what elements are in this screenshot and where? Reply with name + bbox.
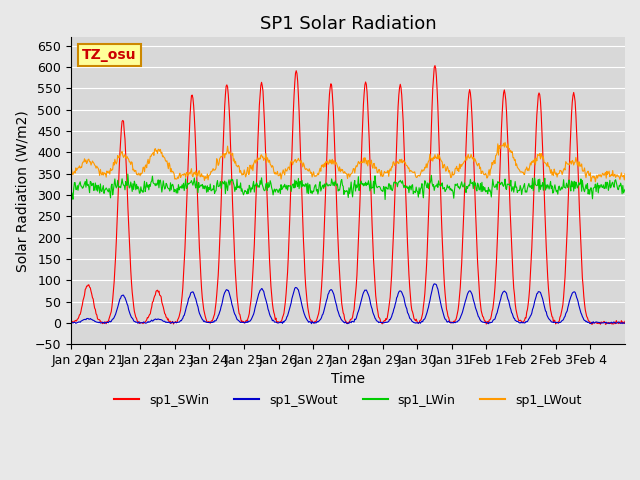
sp1_LWout (591, 179, 599, 185)
sp1_SWout (282, 316, 290, 322)
sp1_LWin (621, 187, 629, 192)
sp1_SWout (621, 321, 629, 326)
sp1_LWout (132, 168, 140, 173)
sp1_LWin (283, 182, 291, 188)
Line: sp1_SWout: sp1_SWout (71, 284, 625, 324)
sp1_LWin (381, 197, 389, 203)
sp1_SWin (437, 193, 445, 199)
sp1_LWin (67, 186, 75, 192)
sp1_LWin (262, 181, 269, 187)
sp1_LWout (261, 156, 269, 161)
sp1_LWout (405, 165, 413, 171)
sp1_SWin (132, 314, 140, 320)
sp1_SWin (67, 320, 75, 325)
sp1_LWout (67, 168, 75, 174)
Y-axis label: Solar Radiation (W/m2): Solar Radiation (W/m2) (15, 110, 29, 272)
sp1_LWout (436, 156, 444, 161)
sp1_LWout (234, 164, 241, 170)
sp1_SWout (132, 319, 140, 325)
sp1_SWout (67, 320, 75, 326)
sp1_LWout (621, 171, 629, 177)
Line: sp1_LWin: sp1_LWin (71, 174, 625, 200)
sp1_SWout (406, 315, 413, 321)
X-axis label: Time: Time (331, 372, 365, 386)
sp1_SWin (261, 137, 269, 143)
sp1_SWin (282, 290, 290, 296)
sp1_SWin (602, 322, 609, 327)
sp1_LWin (438, 182, 445, 188)
Line: sp1_SWin: sp1_SWin (71, 66, 625, 324)
sp1_LWin (406, 184, 414, 190)
sp1_SWout (261, 295, 269, 300)
sp1_LWout (501, 140, 509, 145)
sp1_SWin (621, 318, 629, 324)
sp1_SWin (431, 63, 439, 69)
sp1_SWout (234, 317, 241, 323)
sp1_LWin (124, 171, 132, 177)
sp1_SWout (438, 304, 445, 310)
sp1_LWin (235, 184, 243, 190)
Title: SP1 Solar Radiation: SP1 Solar Radiation (260, 15, 436, 33)
Legend: sp1_SWin, sp1_SWout, sp1_LWin, sp1_LWout: sp1_SWin, sp1_SWout, sp1_LWin, sp1_LWout (109, 388, 587, 411)
sp1_SWin (234, 300, 241, 306)
sp1_SWout (430, 281, 438, 287)
sp1_LWin (132, 181, 140, 187)
Text: TZ_osu: TZ_osu (82, 48, 136, 62)
Line: sp1_LWout: sp1_LWout (71, 143, 625, 182)
sp1_LWout (282, 168, 290, 174)
sp1_SWout (308, 321, 316, 326)
sp1_SWin (405, 272, 413, 278)
